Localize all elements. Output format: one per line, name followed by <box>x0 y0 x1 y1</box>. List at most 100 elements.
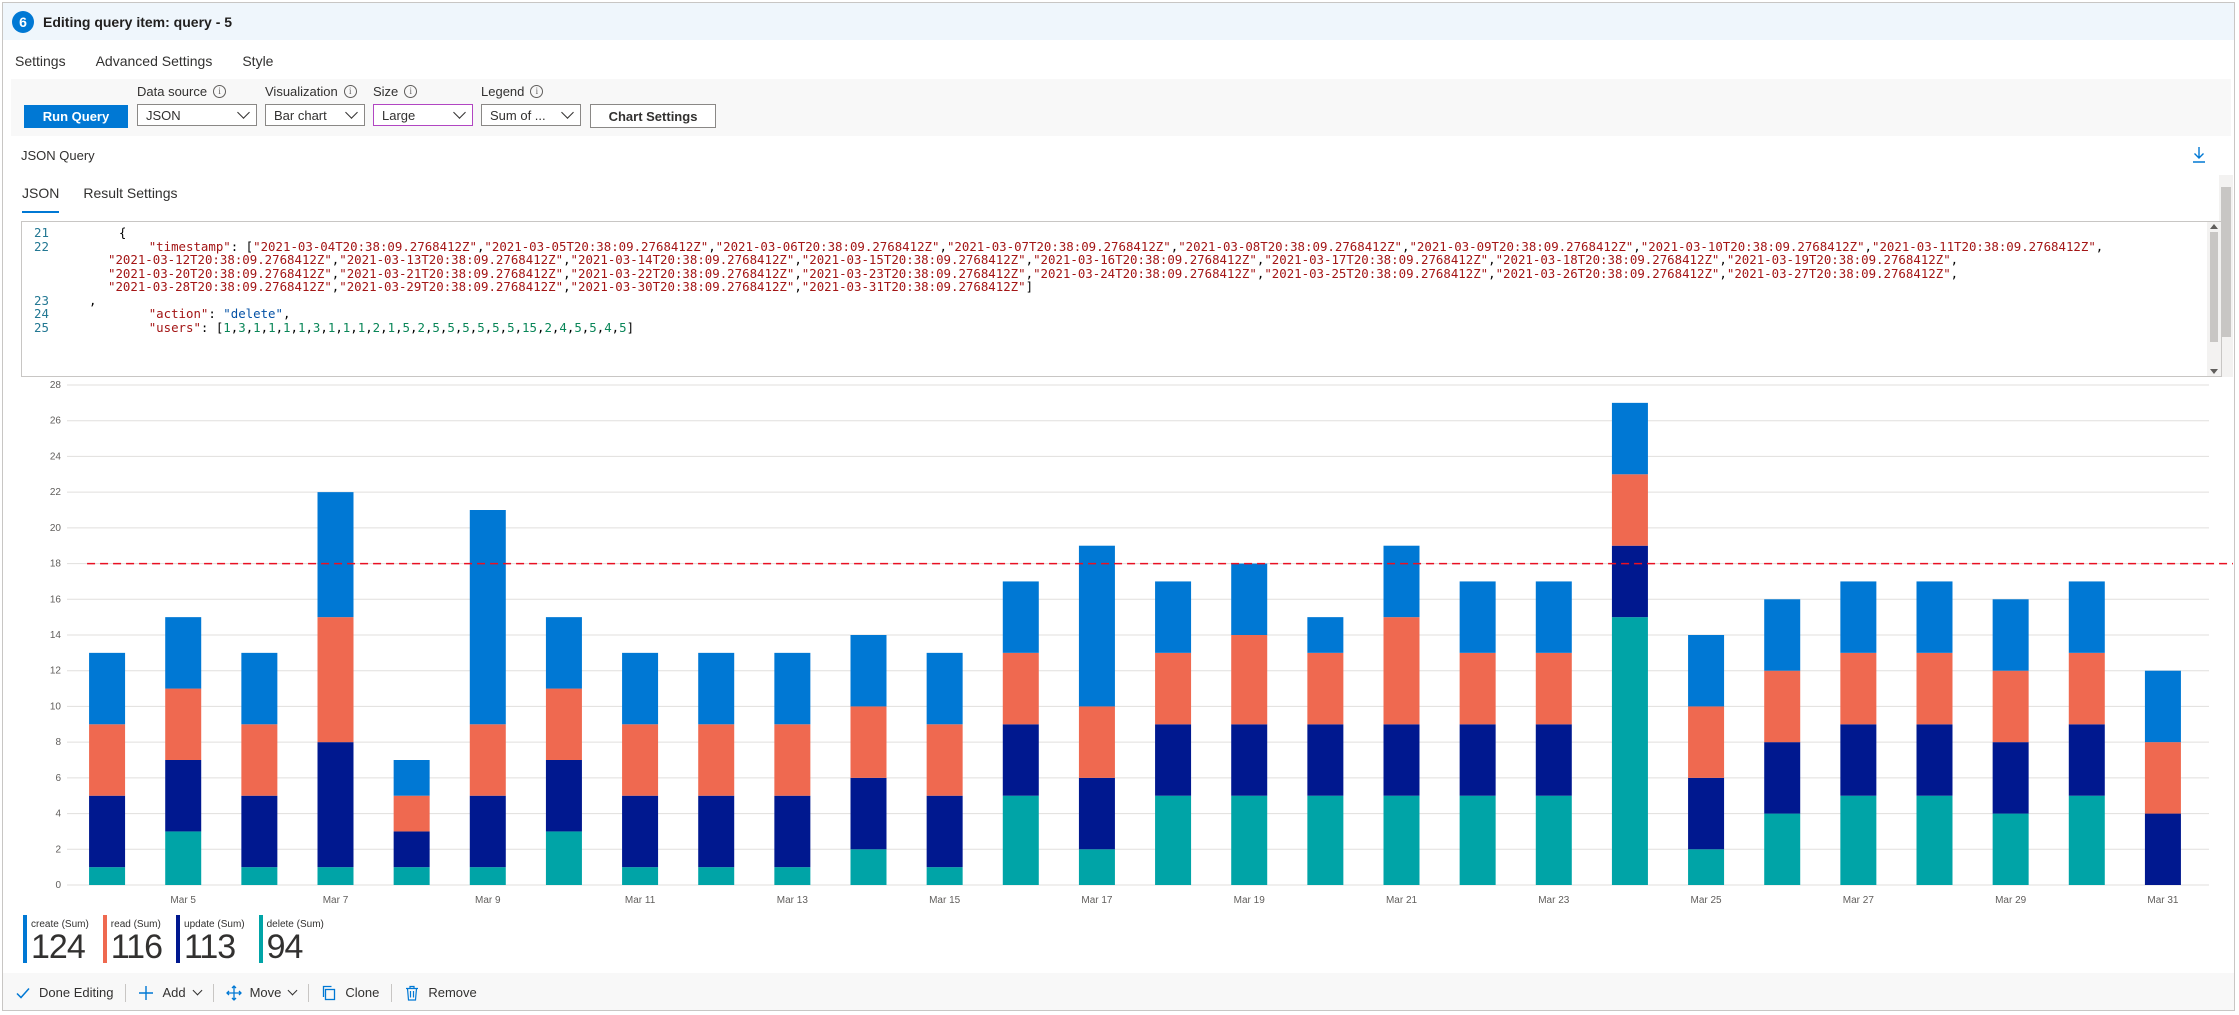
bar-segment-read[interactable] <box>1459 652 1496 725</box>
bar-segment-create[interactable] <box>1002 581 1039 653</box>
bar-segment-delete[interactable] <box>1231 795 1268 885</box>
info-icon[interactable]: i <box>343 84 357 98</box>
info-icon[interactable]: i <box>530 84 544 98</box>
bar-segment-create[interactable] <box>393 760 430 796</box>
bar-segment-create[interactable] <box>1383 545 1420 618</box>
bar-segment-create[interactable] <box>622 652 659 725</box>
bar-segment-update[interactable] <box>1078 777 1115 850</box>
bar-segment-create[interactable] <box>241 652 278 725</box>
scroll-up-icon[interactable] <box>2210 224 2218 229</box>
bar-segment-update[interactable] <box>1840 724 1877 796</box>
bar-segment-read[interactable] <box>241 724 278 796</box>
clone-button[interactable]: Clone <box>309 982 391 1004</box>
panel-scrollbar[interactable] <box>2219 175 2233 377</box>
bar-segment-read[interactable] <box>1764 670 1801 743</box>
legend-dropdown[interactable]: Sum of ... <box>481 104 581 126</box>
bar-segment-delete[interactable] <box>850 849 887 885</box>
bar-segment-create[interactable] <box>1688 635 1725 707</box>
bar-segment-create[interactable] <box>1535 581 1572 653</box>
bar-segment-read[interactable] <box>1611 474 1648 546</box>
bar-segment-update[interactable] <box>1155 724 1192 796</box>
bar-segment-create[interactable] <box>317 492 354 618</box>
bar-segment-create[interactable] <box>1611 402 1648 475</box>
bar-segment-delete[interactable] <box>393 867 430 885</box>
bar-segment-delete[interactable] <box>1002 795 1039 885</box>
bar-segment-create[interactable] <box>1916 581 1953 653</box>
bar-segment-update[interactable] <box>1611 545 1648 618</box>
bar-segment-read[interactable] <box>850 706 887 778</box>
bar-segment-update[interactable] <box>1535 724 1572 796</box>
bar-segment-create[interactable] <box>1840 581 1877 653</box>
bar-segment-delete[interactable] <box>774 867 811 885</box>
bar-segment-delete[interactable] <box>469 867 506 885</box>
datasource-dropdown[interactable]: JSON <box>137 104 257 126</box>
bar-segment-delete[interactable] <box>1383 795 1420 885</box>
bar-segment-update[interactable] <box>469 795 506 868</box>
bar-segment-update[interactable] <box>698 795 735 868</box>
bar-segment-update[interactable] <box>1307 724 1344 796</box>
bar-segment-create[interactable] <box>1764 599 1801 671</box>
bar-segment-delete[interactable] <box>545 831 582 885</box>
bar-segment-create[interactable] <box>545 617 582 689</box>
bar-segment-delete[interactable] <box>926 867 963 885</box>
bar-segment-create[interactable] <box>698 652 735 725</box>
bar-segment-read[interactable] <box>774 724 811 796</box>
bar-segment-update[interactable] <box>89 795 126 868</box>
size-dropdown[interactable]: Large <box>373 104 473 126</box>
tab-style[interactable]: Style <box>242 53 274 69</box>
run-query-button[interactable]: Run Query <box>24 105 128 128</box>
bar-segment-delete[interactable] <box>2068 795 2105 885</box>
bar-segment-create[interactable] <box>1078 545 1115 707</box>
bar-segment-delete[interactable] <box>1840 795 1877 885</box>
bar-segment-delete[interactable] <box>241 867 278 885</box>
bar-segment-read[interactable] <box>1840 652 1877 725</box>
bar-segment-update[interactable] <box>2068 724 2105 796</box>
bar-segment-delete[interactable] <box>1078 849 1115 885</box>
chart-settings-button[interactable]: Chart Settings <box>590 104 716 128</box>
bar-segment-update[interactable] <box>774 795 811 868</box>
bar-segment-read[interactable] <box>1078 706 1115 778</box>
bar-segment-delete[interactable] <box>698 867 735 885</box>
legend-item[interactable]: delete (Sum) 94 <box>258 915 324 964</box>
remove-button[interactable]: Remove <box>392 982 488 1004</box>
bar-segment-read[interactable] <box>926 724 963 796</box>
bar-segment-read[interactable] <box>698 724 735 796</box>
bar-segment-update[interactable] <box>850 777 887 850</box>
tab-json[interactable]: JSON <box>22 181 60 213</box>
bar-segment-create[interactable] <box>2068 581 2105 653</box>
bar-segment-update[interactable] <box>2144 813 2181 885</box>
bar-segment-read[interactable] <box>89 724 126 796</box>
bar-segment-read[interactable] <box>1002 652 1039 725</box>
bar-segment-update[interactable] <box>926 795 963 868</box>
visualization-dropdown[interactable]: Bar chart <box>265 104 365 126</box>
editor-scrollbar[interactable] <box>2207 222 2221 376</box>
bar-segment-delete[interactable] <box>1688 849 1725 885</box>
bar-segment-read[interactable] <box>1383 617 1420 725</box>
bar-segment-read[interactable] <box>1688 706 1725 778</box>
info-icon[interactable]: i <box>213 84 227 98</box>
bar-segment-read[interactable] <box>1916 652 1953 725</box>
bar-segment-update[interactable] <box>1916 724 1953 796</box>
bar-segment-create[interactable] <box>850 635 887 707</box>
legend-item[interactable]: create (Sum) 124 <box>23 915 89 964</box>
bar-segment-read[interactable] <box>393 795 430 832</box>
add-button[interactable]: Add <box>126 982 212 1004</box>
bar-segment-update[interactable] <box>1764 742 1801 814</box>
legend-item[interactable]: update (Sum) 113 <box>176 915 245 964</box>
bar-segment-read[interactable] <box>469 724 506 796</box>
bar-segment-update[interactable] <box>317 742 354 868</box>
bar-segment-delete[interactable] <box>1459 795 1496 885</box>
bar-segment-delete[interactable] <box>1535 795 1572 885</box>
tab-result-settings[interactable]: Result Settings <box>83 185 178 201</box>
bar-segment-create[interactable] <box>774 652 811 725</box>
bar-segment-update[interactable] <box>1002 724 1039 796</box>
bar-segment-create[interactable] <box>89 652 126 725</box>
bar-segment-create[interactable] <box>1459 581 1496 653</box>
bar-segment-update[interactable] <box>1992 742 2029 814</box>
bar-segment-update[interactable] <box>393 831 430 868</box>
bar-segment-update[interactable] <box>1231 724 1268 796</box>
tab-settings[interactable]: Settings <box>15 47 66 81</box>
bar-segment-read[interactable] <box>2068 652 2105 725</box>
bar-segment-create[interactable] <box>1307 617 1344 653</box>
bar-segment-read[interactable] <box>317 617 354 743</box>
